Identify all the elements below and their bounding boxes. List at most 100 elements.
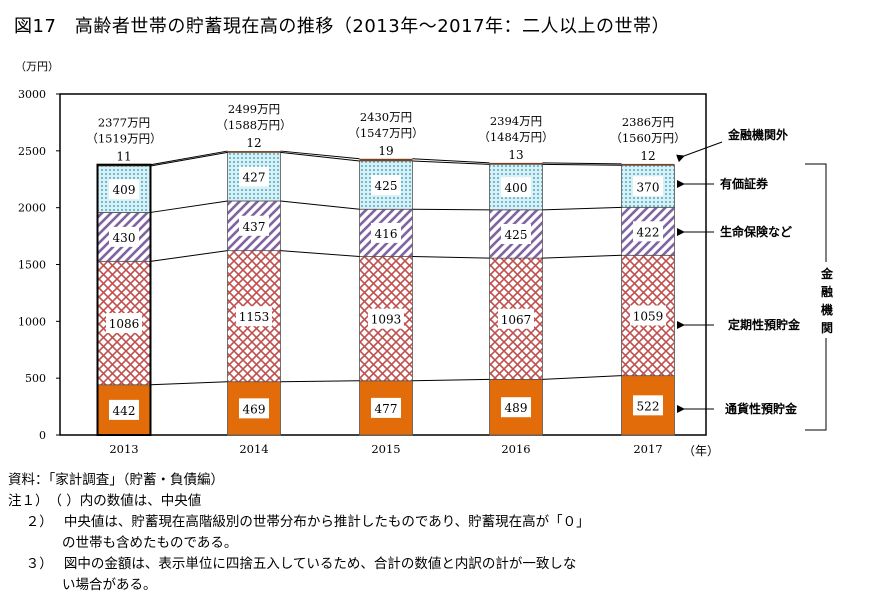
data-label-bg [239,166,269,187]
data-label: 442 [113,404,136,418]
highlight-frame [96,163,152,437]
data-label: 469 [243,402,266,416]
y-tick-label: 2000 [18,202,46,215]
legend-label-金融機関外: 金融機関外 [727,127,788,142]
y-tick-label: 0 [39,429,46,442]
data-label-bg [498,308,534,329]
note-2-cont: の世帯も含めたものである。 [8,535,238,551]
data-label-bg [368,308,404,329]
data-label: 409 [113,183,136,197]
total-label: 2499万円 [228,102,280,116]
data-label: 1067 [501,313,532,327]
connector-line [542,163,622,166]
connector-line [280,200,360,210]
data-label-bg [501,223,531,244]
y-tick-label: 1000 [18,315,46,328]
legend-label-定期性預貯金: 定期性預貯金 [728,317,801,332]
bar-segment-金融機関外 [489,162,543,165]
data-label: 430 [113,231,136,245]
data-label-bg [371,222,401,243]
legend-arrow [676,141,723,163]
x-tick-label: 2013 [109,442,138,456]
bracket-label-char: 関 [821,321,833,335]
data-label: 1153 [239,310,270,324]
connector-line [150,151,228,167]
data-label-bg [501,177,531,198]
data-label: 489 [505,401,528,415]
data-label: 370 [637,180,660,194]
data-label: 13 [508,148,523,162]
connector-line [280,151,360,162]
note-3-cont: い場合がある。 [8,577,157,593]
data-label: 522 [637,399,660,413]
bar-segment-有価証券 [489,163,543,211]
bar-segment-金融機関外 [621,163,675,166]
data-label: 12 [640,149,655,163]
data-label-bg [109,399,139,420]
median-label: （1588万円） [216,118,291,132]
y-tick-label: 1500 [18,259,46,272]
connector-line [542,206,622,211]
bracket-label-bg [818,262,836,338]
total-label: 2394万円 [490,114,542,128]
total-label: 2386万円 [622,115,674,129]
data-label: 425 [505,228,528,242]
connector-line [280,380,360,383]
y-axis-label: （万円） [15,60,59,73]
connector-line [150,250,228,262]
connector-line [542,254,622,259]
y-tick-label: 3000 [18,88,46,101]
data-label-bg [371,175,401,196]
data-label-bg [501,397,531,418]
data-label-bg [109,179,139,200]
median-label: （1560万円） [610,131,685,145]
legend-label-有価証券: 有価証券 [720,176,769,191]
note-3: ３） 図中の金額は、表示単位に四捨五入しているため、合計の数値と内訳の計が一致し… [8,556,577,572]
y-tick-label: 500 [25,372,46,385]
connector-line [280,250,360,258]
data-label: 425 [375,179,398,193]
bracket-label-char: 金 [820,266,834,281]
data-label-bg [109,226,139,247]
median-label: （1484万円） [478,130,553,144]
data-label-bg [633,221,663,242]
median-label: （1519万円） [86,132,161,146]
data-label: 12 [246,136,261,150]
data-label-bg [371,397,401,418]
data-label: 1059 [633,309,664,323]
total-label: 2430万円 [360,110,412,124]
connector-line [150,200,228,213]
data-label-bg [633,395,663,416]
data-label: 1086 [109,317,140,331]
x-tick-label: 2017 [633,442,662,456]
note-1: 注１） （ ）内の数値は、中央値 [8,493,202,509]
data-label: 19 [378,144,393,158]
notes: 資料：「家計調査」（貯蓄・負債編） 注１） （ ）内の数値は、中央値 ２） 中央… [8,470,590,596]
data-label: 1093 [371,313,402,327]
data-label: 437 [243,220,266,234]
connector-line [542,375,622,380]
stacked-bar-chart: （万円） （年） 0 500 1000 1500 2000 2500 3000 442 1086 43… [15,60,836,458]
data-label: 477 [375,402,398,416]
connector-line [542,162,622,165]
connector-line [412,378,490,382]
median-label: （1547万円） [348,126,423,140]
connector-line [150,150,228,166]
data-label: 427 [243,171,266,185]
bracket-label-char: 機 [821,302,833,317]
bar-segment-金融機関外 [227,151,281,153]
data-label-bg [106,313,142,334]
connector-line [412,208,490,211]
bar-segment-金融機関外 [359,158,413,161]
connector-line [412,158,490,164]
chart-title: 図17 高齢者世帯の貯蓄現在高の推移（2013年～2017年：二人以上の世帯） [14,16,671,37]
data-label-bg [236,306,272,327]
note-2: ２） 中央値は、貯蓄現在高階級別の世帯分布から推計したものであり、貯蓄現在高が「… [8,514,590,530]
data-label: 11 [116,150,131,164]
connector-line [412,160,490,165]
y-tick-label: 2500 [18,145,46,158]
data-label-bg [630,305,666,326]
note-source: 資料：「家計調査」（貯蓄・負債編） [8,472,224,488]
data-label: 422 [637,225,660,239]
